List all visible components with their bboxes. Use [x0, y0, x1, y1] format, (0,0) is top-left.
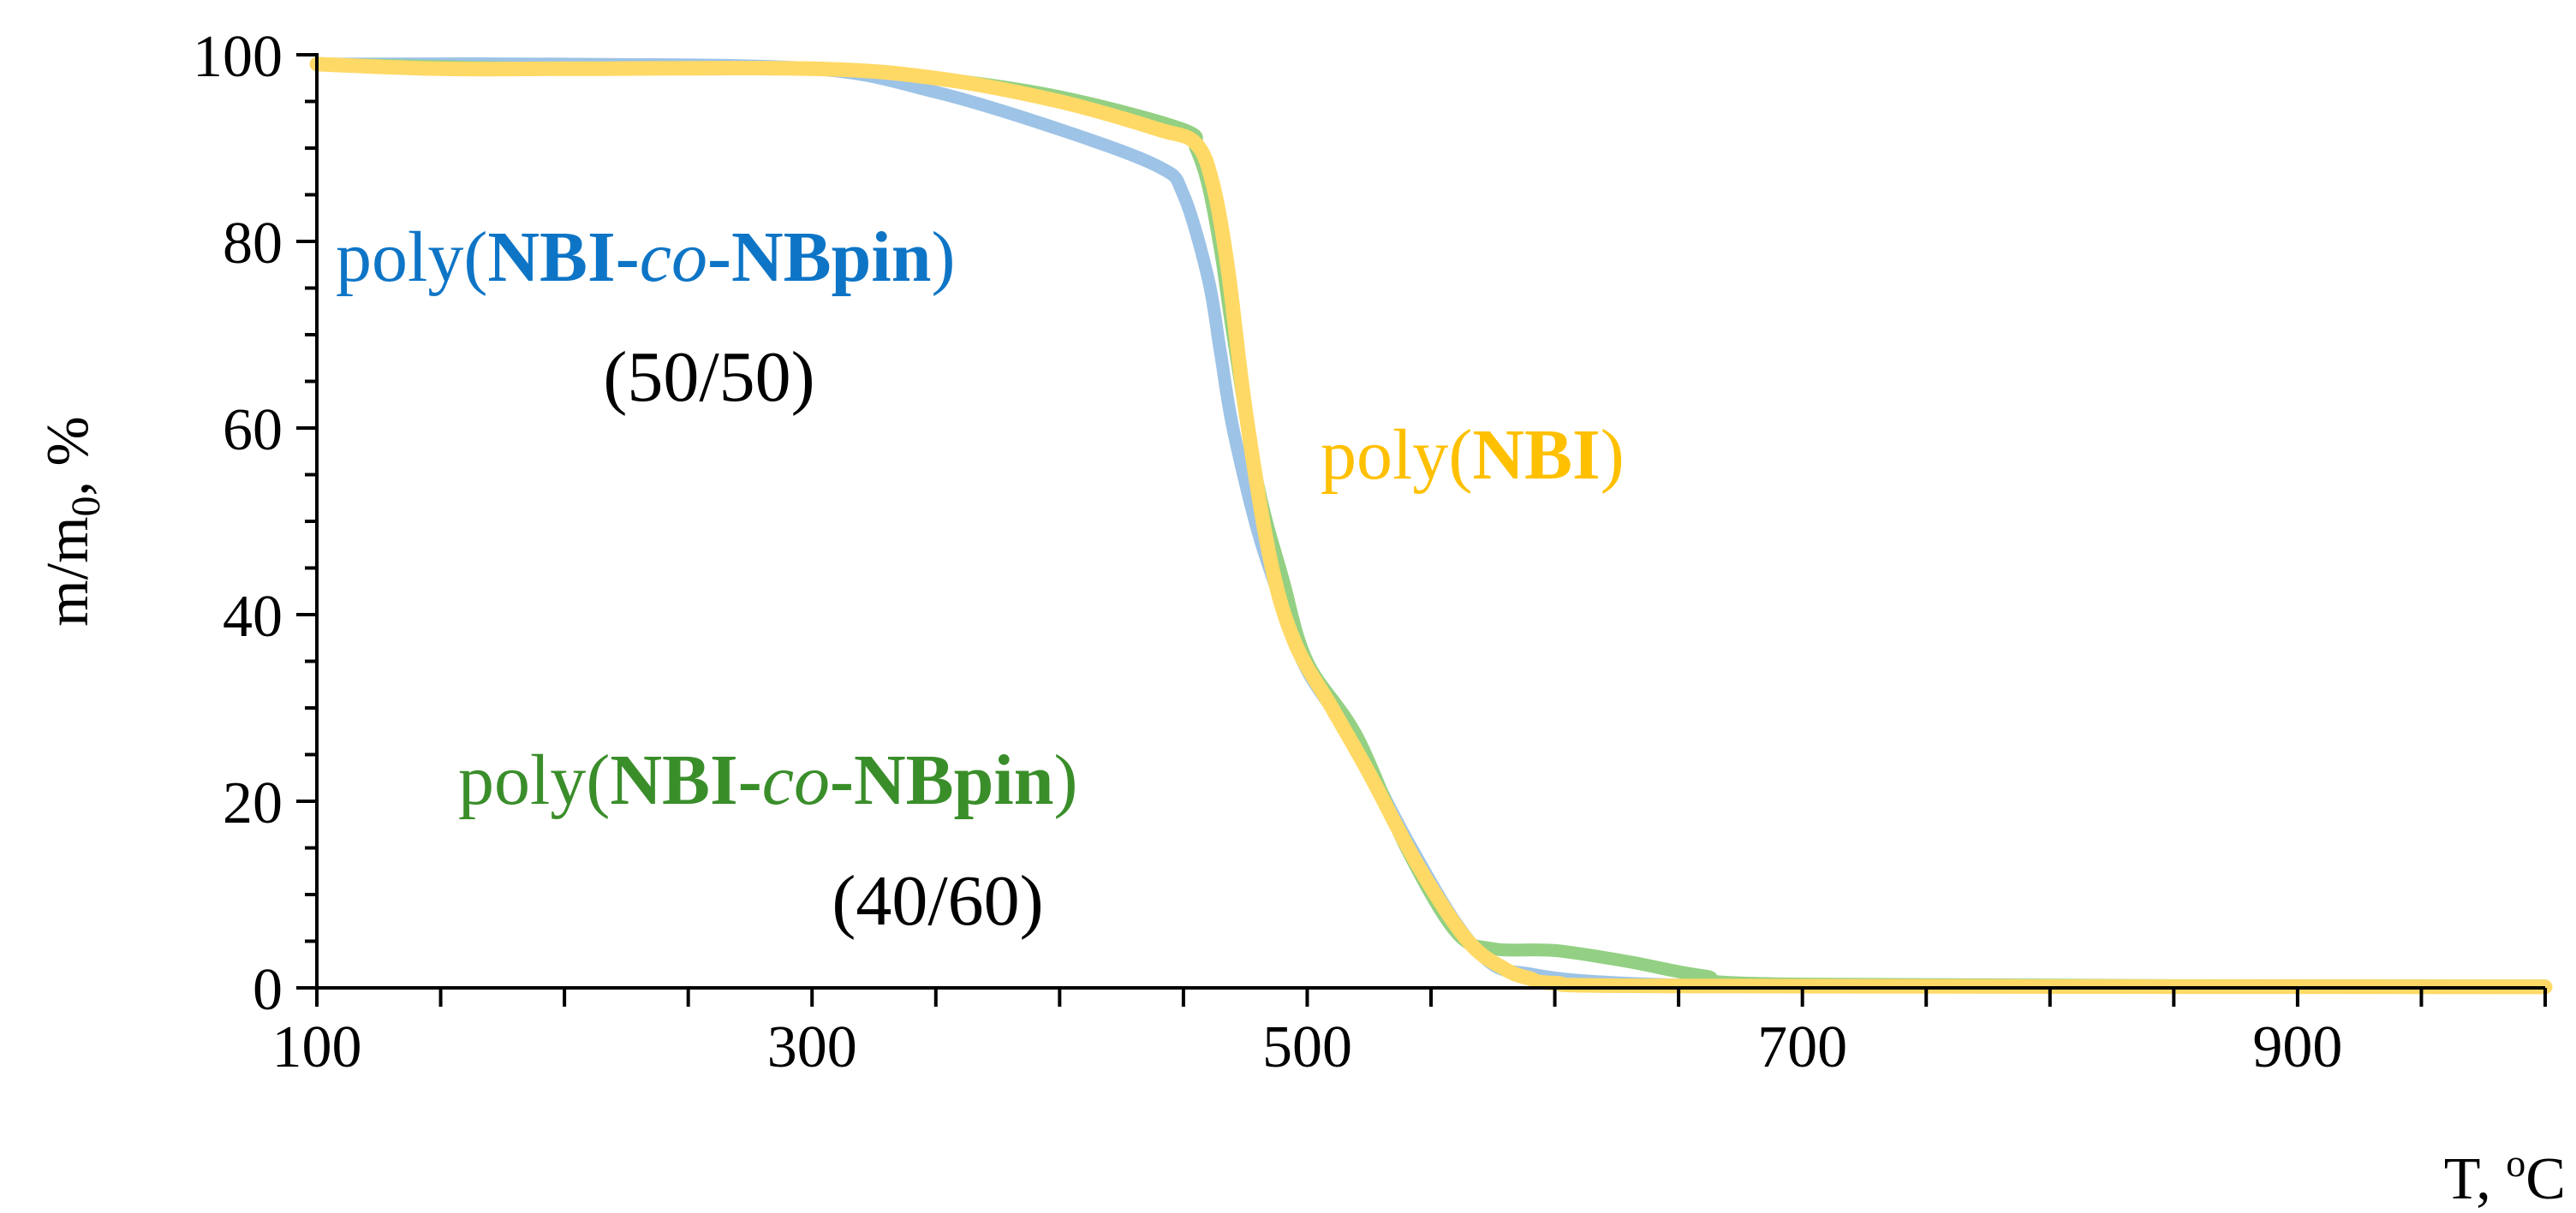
- annot-polyNBI: poly(NBI): [1321, 415, 1625, 495]
- y-axis-title-sub: 0: [63, 496, 109, 516]
- x-tick-label: 900: [2252, 1014, 2342, 1080]
- y-axis-title-post: , %: [35, 416, 101, 496]
- series-line-2: [310, 57, 2552, 993]
- x-axis-title-sup: o: [2506, 1141, 2525, 1185]
- x-tick-label: 300: [767, 1014, 857, 1080]
- tick-marks: [296, 53, 2547, 1007]
- annot-copoly-4060-line2: (40/60): [832, 861, 1043, 941]
- x-tick-label: 700: [1757, 1014, 1847, 1080]
- series-layer: [309, 56, 2553, 995]
- y-tick-label: 40: [223, 584, 283, 650]
- series-line-1: [310, 57, 2552, 994]
- annot-copoly-4060-line1: poly(NBI-co-NBpin): [458, 740, 1077, 820]
- y-tick-label: 20: [223, 770, 283, 836]
- x-tick-label: 500: [1262, 1014, 1352, 1080]
- y-axis-title: m/m0, %: [35, 416, 109, 627]
- annot-copoly-5050-line1: poly(NBI-co-NBpin): [336, 217, 955, 297]
- y-axis-title-main: m/m: [35, 516, 101, 626]
- annot-copoly-5050: poly(NBI-co-NBpin) (50/50): [336, 217, 955, 417]
- x-axis-title: T, oC: [2444, 1141, 2566, 1212]
- y-tick-label: 100: [193, 24, 283, 90]
- series-line-3: [309, 56, 2553, 995]
- tick-labels: 0 20 40 60 80 100 100 300 500 700 900: [193, 24, 2342, 1080]
- y-tick-label: 80: [223, 211, 283, 276]
- annot-copoly-5050-line2: (50/50): [603, 337, 814, 417]
- x-axis-title-main: T,: [2444, 1146, 2507, 1212]
- y-tick-label: 60: [223, 397, 283, 463]
- annot-polyNBI-line1: poly(NBI): [1321, 415, 1625, 495]
- x-axis-title-post: C: [2525, 1146, 2566, 1212]
- annot-copoly-4060: poly(NBI-co-NBpin) (40/60): [458, 740, 1077, 941]
- axes-layer: 0 20 40 60 80 100 100 300 500 700 900: [193, 24, 2547, 1080]
- y-tick-label: 0: [253, 957, 283, 1023]
- x-tick-label: 100: [272, 1014, 362, 1080]
